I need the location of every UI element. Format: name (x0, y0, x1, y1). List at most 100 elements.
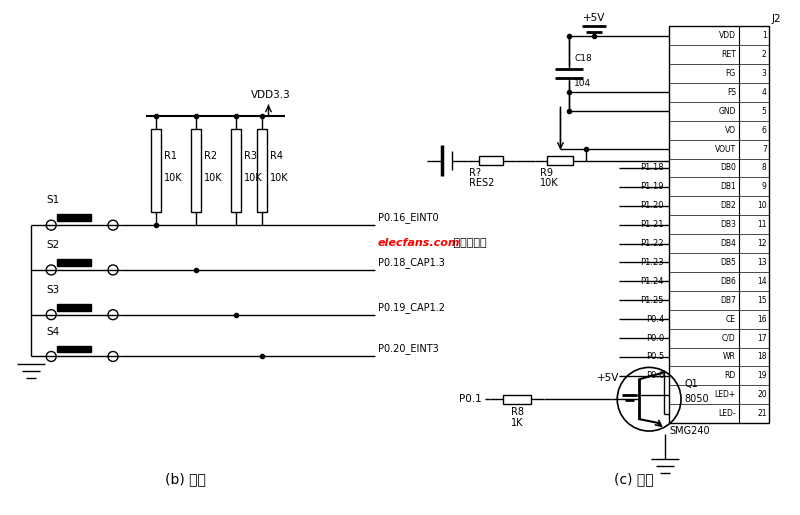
Text: P0.18_CAP1.3: P0.18_CAP1.3 (378, 257, 445, 268)
Text: DB1: DB1 (720, 182, 736, 192)
Text: R8: R8 (510, 407, 523, 417)
Text: 10: 10 (757, 201, 766, 210)
Text: 10K: 10K (243, 174, 262, 183)
Text: FS: FS (727, 88, 736, 97)
Text: P0.16_EINT0: P0.16_EINT0 (378, 212, 438, 223)
Text: P0.4: P0.4 (646, 315, 664, 323)
Text: elecfans.com: elecfans.com (378, 237, 461, 248)
Text: VDD: VDD (719, 31, 736, 40)
Text: RES2: RES2 (469, 178, 494, 188)
Text: P1.23: P1.23 (641, 258, 664, 267)
Bar (503, 395, 530, 404)
Text: 7: 7 (762, 145, 766, 153)
Text: P0.5: P0.5 (646, 352, 664, 362)
Bar (190, 129, 201, 212)
Text: VOUT: VOUT (714, 145, 736, 153)
Text: 3: 3 (762, 69, 766, 78)
Text: LED+: LED+ (714, 390, 736, 399)
Text: 2: 2 (762, 50, 766, 59)
Text: 6: 6 (762, 126, 766, 135)
Text: DB5: DB5 (720, 258, 736, 267)
Text: (c) 显示: (c) 显示 (614, 472, 654, 486)
Text: R4: R4 (270, 150, 283, 161)
Text: 13: 13 (757, 258, 766, 267)
Text: DB3: DB3 (720, 220, 736, 229)
Text: DB6: DB6 (720, 277, 736, 286)
Text: P1.24: P1.24 (641, 277, 664, 286)
Text: 104: 104 (574, 79, 591, 88)
Text: DB7: DB7 (720, 296, 736, 305)
Bar (258, 129, 267, 212)
Text: 10K: 10K (204, 174, 222, 183)
Text: 10K: 10K (164, 174, 182, 183)
Text: 1: 1 (762, 31, 766, 40)
Text: R?: R? (469, 168, 481, 179)
Text: LED-: LED- (718, 409, 736, 418)
Text: P0.1: P0.1 (459, 394, 482, 404)
Text: R2: R2 (204, 150, 217, 161)
Text: P0.19_CAP1.2: P0.19_CAP1.2 (378, 302, 445, 313)
Text: Q1: Q1 (684, 380, 698, 389)
Text: P1.22: P1.22 (641, 239, 664, 248)
Text: 19: 19 (757, 371, 766, 381)
Bar (57, 346, 90, 352)
Text: CE: CE (726, 315, 736, 323)
Text: VDD3.3: VDD3.3 (250, 90, 290, 100)
Text: 21: 21 (758, 409, 766, 418)
Text: 17: 17 (757, 334, 766, 342)
Text: FG: FG (726, 69, 736, 78)
Text: 16: 16 (757, 315, 766, 323)
Bar (478, 156, 502, 165)
Text: 18: 18 (758, 352, 766, 362)
Text: 5: 5 (762, 107, 766, 116)
Text: P1.20: P1.20 (641, 201, 664, 210)
Text: DB4: DB4 (720, 239, 736, 248)
Text: P1.25: P1.25 (641, 296, 664, 305)
Bar (547, 156, 574, 165)
Text: P1.21: P1.21 (641, 220, 664, 229)
Text: P0.0: P0.0 (646, 334, 664, 342)
Text: 9: 9 (762, 182, 766, 192)
Text: 14: 14 (757, 277, 766, 286)
Text: P0.20_EINT3: P0.20_EINT3 (378, 344, 439, 354)
Text: S2: S2 (46, 240, 59, 250)
Text: S4: S4 (46, 327, 59, 337)
Text: P0.6: P0.6 (646, 371, 664, 381)
Text: VO: VO (725, 126, 736, 135)
Text: C/D: C/D (722, 334, 736, 342)
Text: 4: 4 (762, 88, 766, 97)
Text: R3: R3 (243, 150, 257, 161)
Text: DB0: DB0 (720, 163, 736, 173)
Bar (57, 304, 90, 311)
Bar (57, 214, 90, 221)
Bar (669, 26, 769, 423)
Text: RD: RD (725, 371, 736, 381)
Text: WR: WR (723, 352, 736, 362)
Text: S1: S1 (46, 195, 59, 205)
Text: P1.19: P1.19 (641, 182, 664, 192)
Text: SMG240: SMG240 (669, 426, 710, 436)
Bar (57, 259, 90, 266)
Text: GND: GND (718, 107, 736, 116)
Text: C18: C18 (574, 54, 592, 63)
Text: 8: 8 (762, 163, 766, 173)
Text: +5V: +5V (583, 13, 606, 23)
Text: +5V: +5V (597, 373, 619, 383)
Text: 电子发烧友: 电子发烧友 (450, 237, 486, 248)
Text: DB2: DB2 (720, 201, 736, 210)
Text: 11: 11 (758, 220, 766, 229)
Text: 10K: 10K (539, 178, 558, 188)
Text: (b) 键盘: (b) 键盘 (166, 472, 206, 486)
Text: 1K: 1K (511, 418, 523, 428)
Text: J2: J2 (772, 14, 782, 24)
Text: R9: R9 (539, 168, 553, 179)
Text: 12: 12 (758, 239, 766, 248)
Bar (151, 129, 161, 212)
Text: 10K: 10K (270, 174, 289, 183)
Text: 20: 20 (757, 390, 766, 399)
Text: 15: 15 (757, 296, 766, 305)
Text: RET: RET (721, 50, 736, 59)
Text: R1: R1 (164, 150, 177, 161)
Bar (230, 129, 241, 212)
Text: P1.18: P1.18 (641, 163, 664, 173)
